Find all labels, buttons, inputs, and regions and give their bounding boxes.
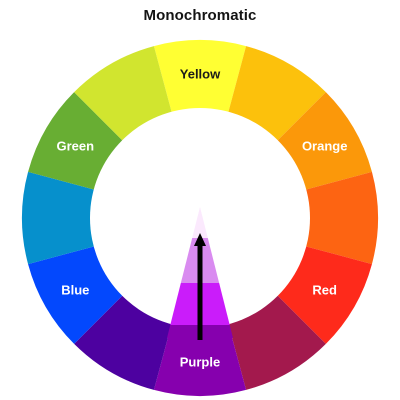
wheel-segment-yellow-orange [227,46,326,142]
wheel-segment-orange [276,92,372,191]
wheel-segment-blue [28,245,124,344]
wheel-segment-red [276,245,372,344]
segment-label-yellow: Yellow [180,67,221,82]
wheel-segment-green [28,92,124,191]
arrow-head-icon [194,233,206,246]
wheel-segment-yellow [153,39,247,114]
wheel-segments [22,39,378,396]
wheel-segment-blue-green [22,171,96,265]
monochromatic-pointer [167,207,233,340]
pointer-shade-band-1 [192,207,208,238]
wheel-segment-yellow-green [74,46,173,142]
segment-label-orange: Orange [302,139,348,154]
wheel-segment-purple [153,322,247,396]
segment-label-purple: Purple [180,355,220,370]
segment-label-red: Red [312,283,337,298]
wheel-segment-red-orange [304,171,378,265]
arrow-shaft [197,244,203,340]
segment-label-green: Green [57,139,95,154]
wheel-segment-blue-purple [74,294,173,390]
wheel-labels: Yellow Orange Red Purple Blue Green [57,67,348,370]
segment-label-blue: Blue [61,283,89,298]
wheel-segment-red-purple [227,294,326,390]
diagram-title: Monochromatic [143,7,257,24]
